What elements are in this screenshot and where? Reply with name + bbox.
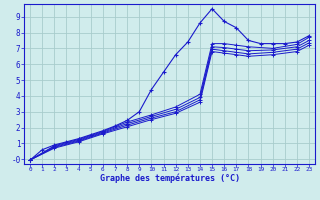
- X-axis label: Graphe des températures (°C): Graphe des températures (°C): [100, 174, 240, 183]
